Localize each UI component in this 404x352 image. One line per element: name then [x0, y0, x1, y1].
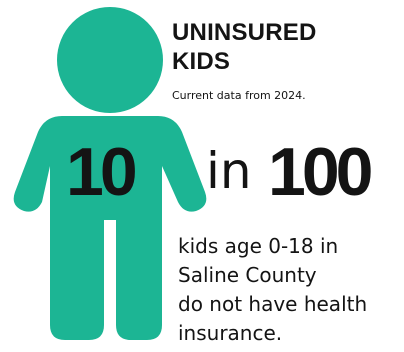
stat-connector: in — [206, 142, 252, 200]
data-source-note: Current data from 2024. — [172, 89, 306, 102]
description-line-1: kids age 0-18 in — [178, 234, 339, 258]
description-line-4: insurance. — [178, 321, 283, 345]
figure-body — [13, 116, 207, 220]
figure-head — [57, 7, 163, 113]
title-line-1: UNINSURED — [172, 19, 317, 46]
page-title: UNINSURED KIDS — [172, 18, 316, 76]
stat-description: kids age 0-18 in Saline County do not ha… — [178, 232, 367, 348]
title-line-2: KIDS — [172, 48, 231, 75]
figure-left-leg — [50, 205, 104, 340]
figure-right-leg — [116, 205, 162, 340]
description-line-3: do not have health — [178, 292, 368, 316]
stat-denominator: 100 — [268, 134, 373, 210]
description-line-2: Saline County — [178, 263, 317, 287]
stat-numerator: 10 — [66, 134, 138, 210]
